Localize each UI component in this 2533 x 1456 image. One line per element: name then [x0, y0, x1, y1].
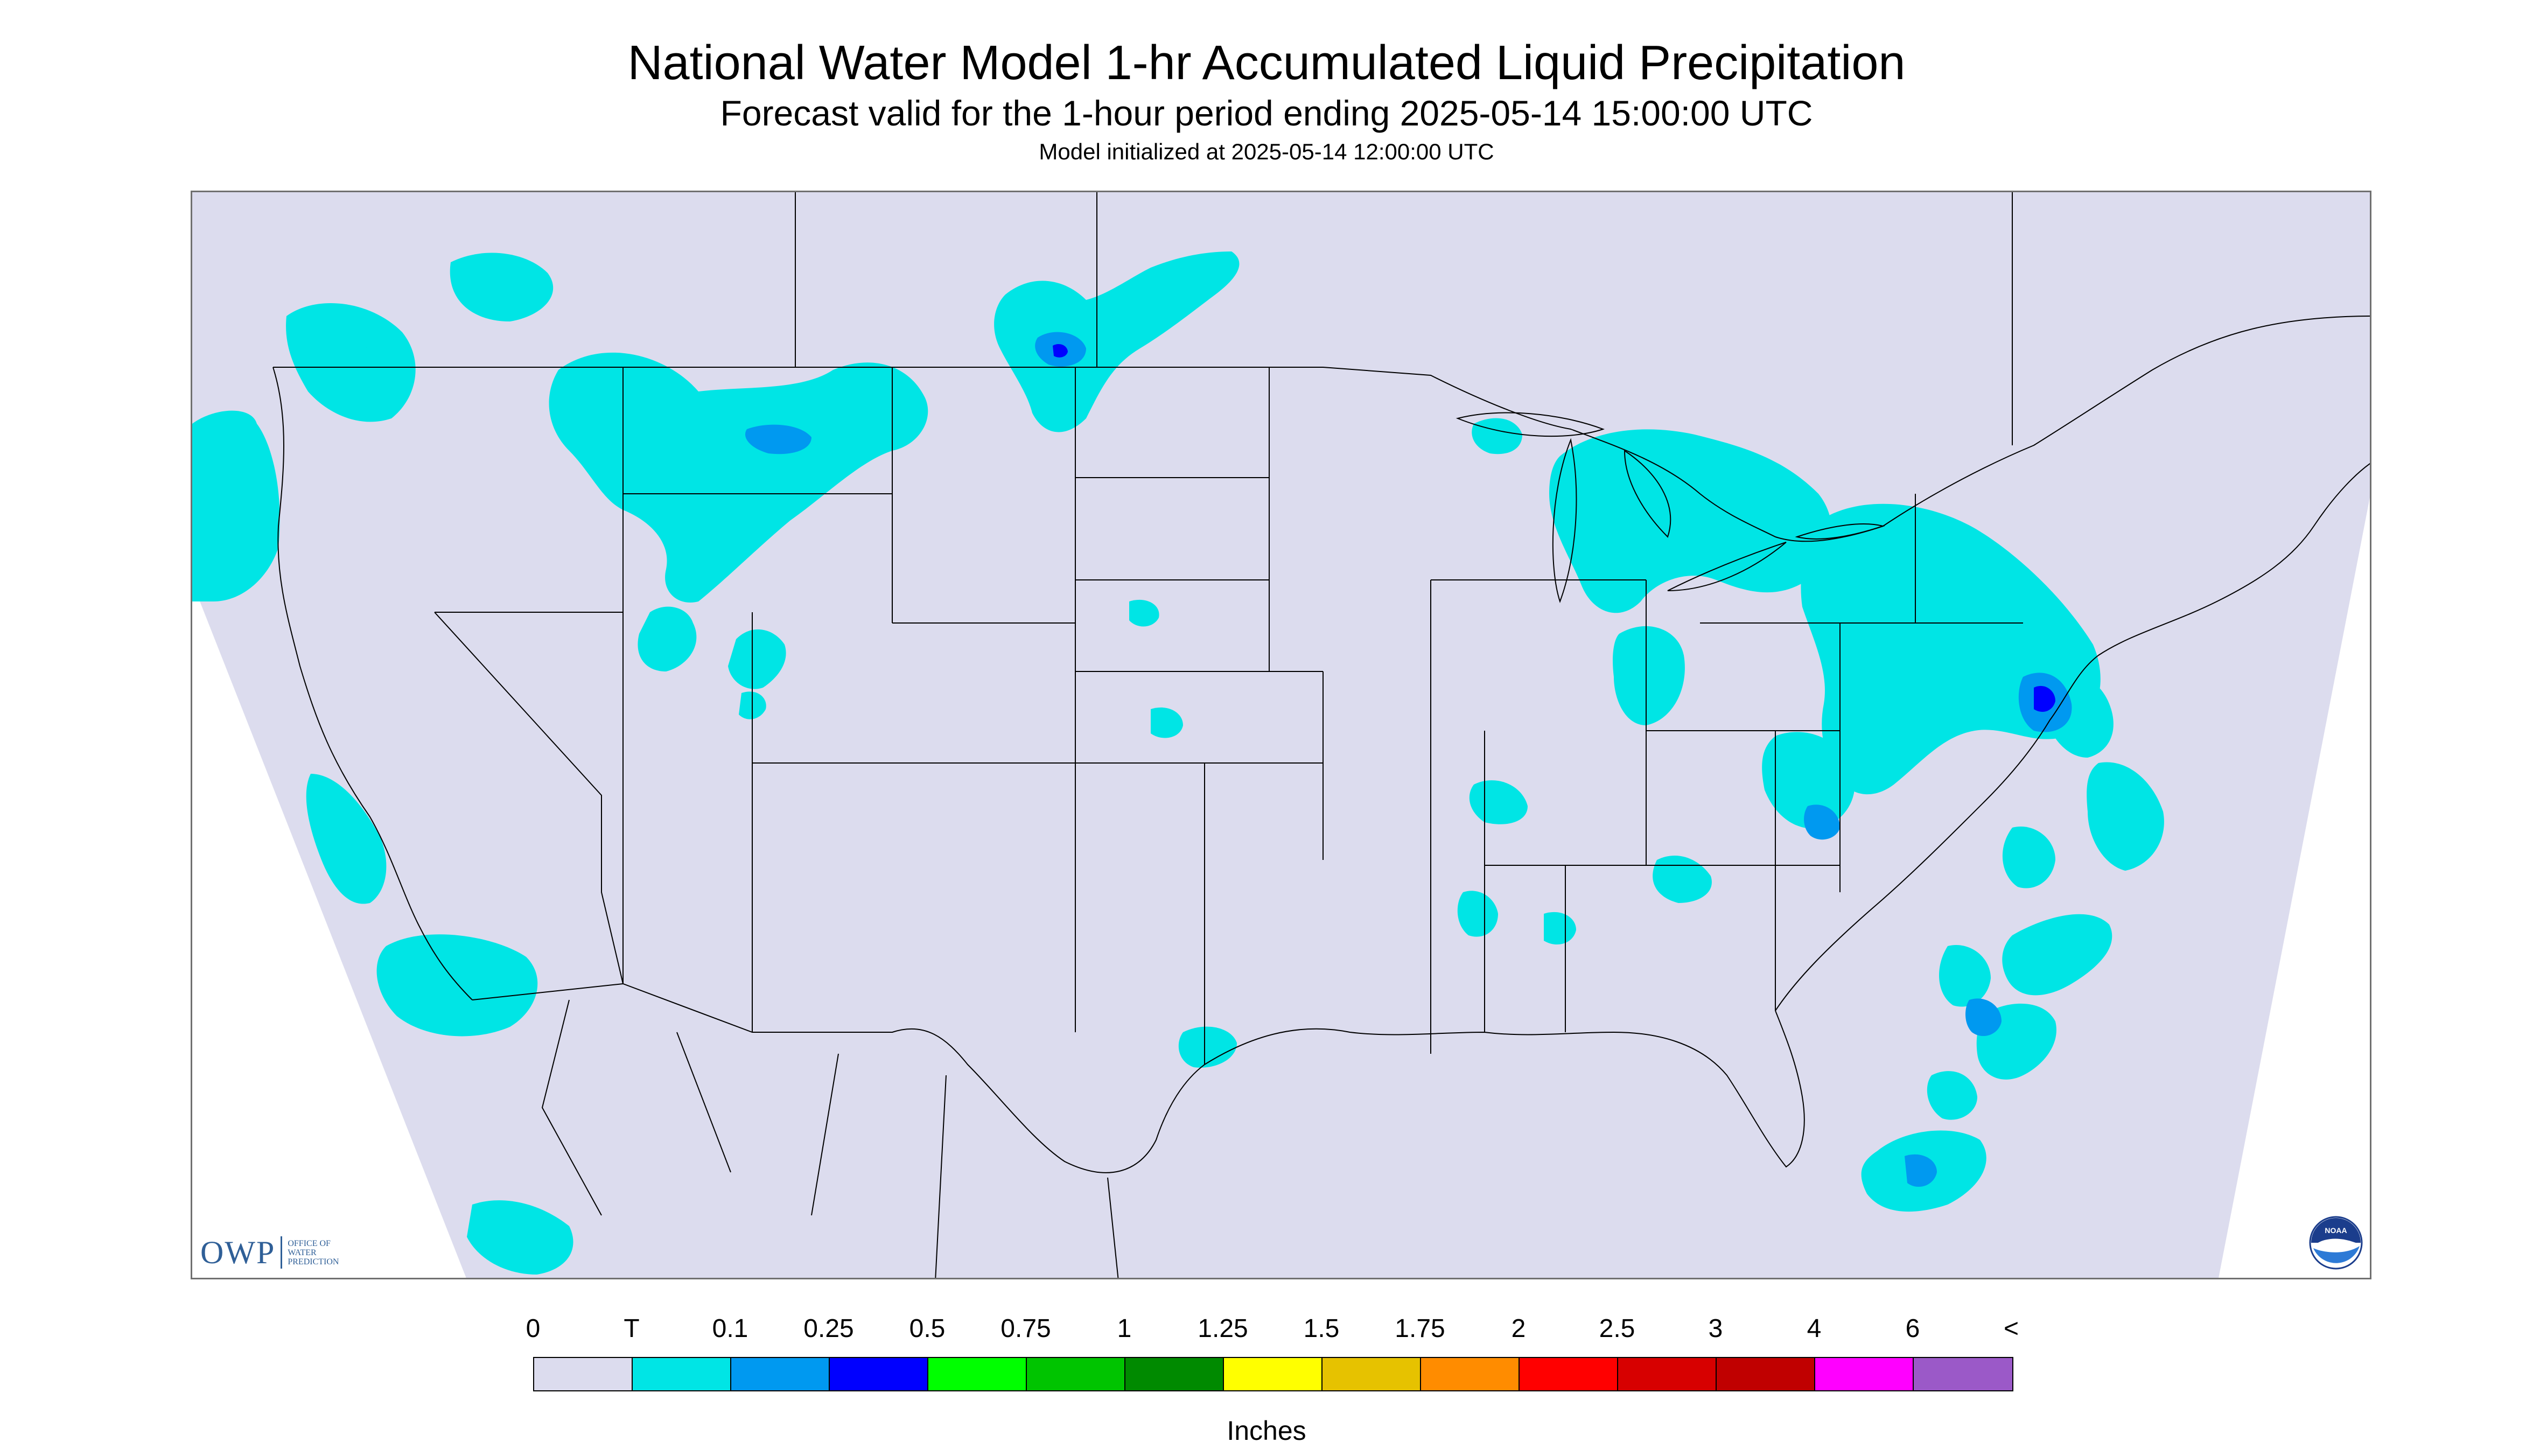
precip-atlantic-band-1 — [2002, 914, 2112, 996]
core-nd-deep — [1053, 344, 1068, 358]
precip-atlantic-south — [1939, 945, 1991, 1007]
legend-tick-label: 3 — [1708, 1314, 1723, 1343]
precip-pacific-nw — [192, 410, 280, 601]
legend-tick-label: 1.25 — [1198, 1314, 1248, 1343]
lake-huron — [1624, 450, 1671, 538]
border-us-mexico — [472, 983, 1205, 1173]
legend-swatch — [633, 1358, 731, 1390]
model-init-label: Model initialized at 2025-05-14 12:00:00… — [1039, 139, 1494, 164]
legend-color-bar — [533, 1357, 2013, 1391]
owp-logo-mark: OWP — [200, 1234, 276, 1270]
legend-swatch — [731, 1358, 830, 1390]
legend-tick-label: 0.25 — [803, 1314, 854, 1343]
owp-logo-text: OFFICE OF WATER PREDICTION — [288, 1238, 339, 1266]
legend-swatch — [1125, 1358, 1224, 1390]
precip-kentucky — [1469, 780, 1528, 824]
precip-southeast — [1653, 855, 1712, 903]
coast-gulf — [1204, 1010, 1805, 1168]
state-lines-east — [1431, 494, 2023, 1032]
legend-tick-label: 6 — [1905, 1314, 1920, 1343]
lake-erie — [1667, 542, 1787, 591]
map-canvas — [192, 192, 2370, 1278]
precip-oklahoma — [1151, 707, 1183, 738]
legend-swatch — [1323, 1358, 1421, 1390]
precip-atlantic-mid — [2002, 827, 2055, 888]
precip-atlantic-band-4 — [1927, 1071, 1977, 1120]
precip-bc-north — [450, 253, 554, 321]
legend-units-label: Inches — [1227, 1416, 1306, 1446]
legend-swatch — [830, 1358, 928, 1390]
lake-superior — [1456, 412, 1605, 437]
legend-tick-label: < — [2003, 1314, 2019, 1343]
precip-mississippi — [1457, 891, 1498, 937]
legend-swatch — [1027, 1358, 1125, 1390]
legend-tick-label: 0.1 — [712, 1314, 748, 1343]
core-nj-deep — [2034, 685, 2055, 712]
political-boundaries — [272, 192, 2370, 1278]
core-montana — [745, 424, 811, 454]
precip-pacific-south — [467, 1200, 573, 1275]
legend-tick-label: 4 — [1807, 1314, 1822, 1343]
core-virginia — [1804, 804, 1840, 840]
precip-bc-coast — [362, 345, 405, 391]
precip-california-coast — [306, 774, 387, 904]
lake-ontario — [1795, 523, 1885, 540]
precip-gulf-texas — [1178, 1026, 1237, 1068]
precip-pacific-sw — [376, 934, 538, 1037]
noaa-seal-icon: NOAA — [2309, 1216, 2363, 1270]
legend-tick-label: 2.5 — [1599, 1314, 1635, 1343]
legend-tick-label: 0 — [526, 1314, 541, 1343]
coast-atlantic — [1775, 463, 2370, 1011]
legend-swatch — [1224, 1358, 1323, 1390]
precip-great-lakes — [1549, 429, 1832, 613]
legend-tick-label: 1.5 — [1303, 1314, 1340, 1343]
precip-atlantic-north — [2087, 762, 2164, 871]
heavy-precip-cores — [745, 332, 2072, 1187]
owp-logo-divider — [281, 1236, 283, 1269]
legend-swatch — [1618, 1358, 1717, 1390]
legend-swatch — [1421, 1358, 1520, 1390]
mexico-state-lines — [541, 999, 1119, 1278]
color-legend: 0 T 0.1 0.25 0.5 0.75 1 1.25 1.5 1.75 2 2.5 3 4 6 < — [526, 1314, 2030, 1395]
legend-swatch — [1717, 1358, 1815, 1390]
forecast-valid-subtitle: Forecast valid for the 1-hour period end… — [720, 93, 1813, 133]
precip-ohio-valley — [1762, 732, 1855, 829]
legend-tick-label: 2 — [1511, 1314, 1526, 1343]
precip-utah — [728, 629, 786, 689]
precip-nebraska — [1129, 599, 1159, 627]
lake-michigan — [1552, 438, 1577, 604]
coast-pacific — [272, 367, 473, 1000]
core-atlantic-south — [1905, 1154, 1937, 1187]
legend-swatch — [928, 1358, 1027, 1390]
legend-tick-label: T — [624, 1314, 640, 1343]
core-atlantic — [1965, 998, 2002, 1037]
precip-indiana — [1613, 626, 1685, 725]
state-lines-central — [1075, 367, 1485, 1065]
precip-idaho-wyoming — [638, 606, 697, 671]
legend-swatch — [1520, 1358, 1618, 1390]
precip-montana — [549, 352, 928, 603]
precip-dakota-canada — [994, 251, 1240, 432]
legend-swatch — [1815, 1358, 1914, 1390]
legend-tick-label: 0.5 — [909, 1314, 946, 1343]
legend-swatch — [1914, 1358, 2012, 1390]
legend-tick-label: 0.75 — [1000, 1314, 1051, 1343]
precip-washington — [286, 303, 416, 422]
precip-alabama — [1544, 912, 1576, 945]
owp-logo: OWP OFFICE OF WATER PREDICTION — [200, 1233, 339, 1272]
legend-tick-label: 1.75 — [1395, 1314, 1445, 1343]
map-title: National Water Model 1-hr Accumulated Li… — [627, 36, 1906, 90]
legend-swatch — [534, 1358, 633, 1390]
legend-tick-label: 1 — [1117, 1314, 1132, 1343]
precipitation-map — [191, 191, 2371, 1279]
noaa-seal-text: NOAA — [2325, 1226, 2347, 1235]
border-canada-provinces — [795, 192, 2013, 445]
